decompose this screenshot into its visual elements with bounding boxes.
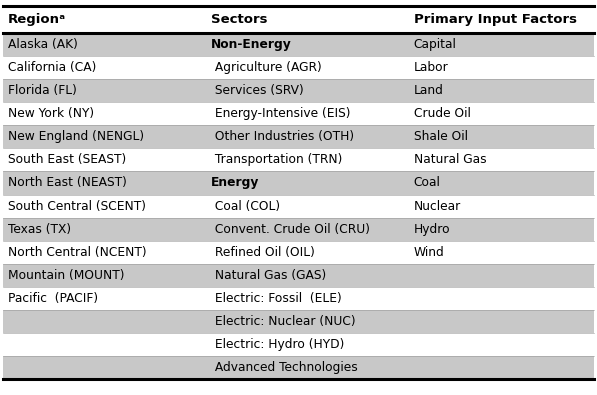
Bar [3, 79, 594, 102]
Text: Texas (TX): Texas (TX) [8, 223, 71, 236]
Text: Regionᵃ: Regionᵃ [8, 13, 66, 26]
Text: Natural Gas: Natural Gas [414, 153, 487, 166]
Text: Coal: Coal [414, 177, 441, 190]
Bar [3, 148, 594, 171]
Text: Capital: Capital [414, 38, 457, 51]
Text: Florida (FL): Florida (FL) [8, 84, 76, 97]
Bar [3, 125, 594, 148]
Text: Transportation (TRN): Transportation (TRN) [211, 153, 342, 166]
Bar [3, 333, 594, 356]
Text: Advanced Technologies: Advanced Technologies [211, 361, 358, 374]
Text: Sectors: Sectors [211, 13, 267, 26]
Text: Electric: Hydro (HYD): Electric: Hydro (HYD) [211, 338, 344, 351]
Text: Convent. Crude Oil (CRU): Convent. Crude Oil (CRU) [211, 223, 370, 236]
Bar [3, 194, 594, 218]
Text: Wind: Wind [414, 246, 445, 259]
Text: Land: Land [414, 84, 444, 97]
Bar [3, 310, 594, 333]
Text: Other Industries (OTH): Other Industries (OTH) [211, 130, 354, 143]
Bar [3, 287, 594, 310]
Text: Primary Input Factors: Primary Input Factors [414, 13, 577, 26]
Bar [3, 171, 594, 194]
Text: Labor: Labor [414, 61, 448, 74]
Bar [3, 56, 594, 79]
Bar [3, 33, 594, 56]
Text: Alaska (AK): Alaska (AK) [8, 38, 78, 51]
Text: Agriculture (AGR): Agriculture (AGR) [211, 61, 322, 74]
Text: South Central (SCENT): South Central (SCENT) [8, 199, 146, 213]
Text: Energy: Energy [211, 177, 259, 190]
Text: New England (NENGL): New England (NENGL) [8, 130, 144, 143]
Bar [3, 218, 594, 241]
Text: New York (NY): New York (NY) [8, 107, 94, 120]
Text: California (CA): California (CA) [8, 61, 96, 74]
Bar [3, 102, 594, 125]
Text: Hydro: Hydro [414, 223, 450, 236]
Text: Shale Oil: Shale Oil [414, 130, 467, 143]
Text: South East (SEAST): South East (SEAST) [8, 153, 126, 166]
Text: Natural Gas (GAS): Natural Gas (GAS) [211, 269, 326, 282]
Bar [3, 264, 594, 287]
Text: North Central (NCENT): North Central (NCENT) [8, 246, 146, 259]
Text: Crude Oil: Crude Oil [414, 107, 470, 120]
Text: Mountain (MOUNT): Mountain (MOUNT) [8, 269, 124, 282]
Text: Electric: Nuclear (NUC): Electric: Nuclear (NUC) [211, 315, 355, 328]
Bar [3, 356, 594, 379]
Text: Electric: Fossil  (ELE): Electric: Fossil (ELE) [211, 292, 341, 305]
Text: North East (NEAST): North East (NEAST) [8, 177, 127, 190]
Text: Energy-Intensive (EIS): Energy-Intensive (EIS) [211, 107, 350, 120]
Text: Non-Energy: Non-Energy [211, 38, 291, 51]
Bar [3, 241, 594, 264]
Text: Refined Oil (OIL): Refined Oil (OIL) [211, 246, 315, 259]
Text: Nuclear: Nuclear [414, 199, 461, 213]
Text: Services (SRV): Services (SRV) [211, 84, 303, 97]
Text: Coal (COL): Coal (COL) [211, 199, 280, 213]
Text: Pacific  (PACIF): Pacific (PACIF) [8, 292, 98, 305]
